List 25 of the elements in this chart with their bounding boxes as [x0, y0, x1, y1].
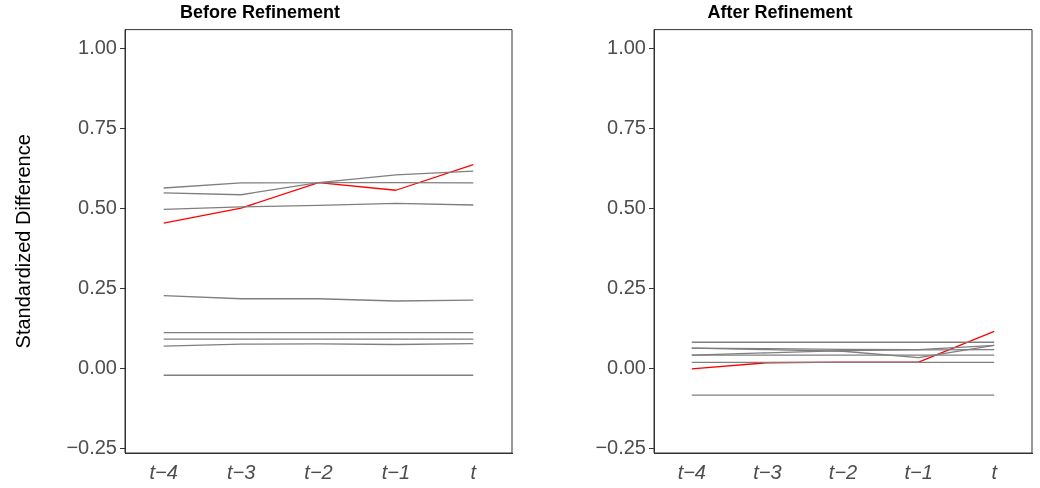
y-tick-label: 0.00: [78, 355, 117, 378]
y-tick-label: 0.50: [607, 195, 646, 218]
x-tick-label: t: [470, 460, 478, 483]
y-tick-label: −0.25: [66, 435, 117, 458]
y-tick-label: 0.25: [78, 275, 117, 298]
y-tick-label: 0.75: [607, 115, 646, 138]
x-tick-label: t−4: [149, 460, 178, 483]
x-tick-label: t−3: [226, 460, 256, 483]
y-tick-label: −0.25: [595, 435, 646, 458]
x-tick-label: t−2: [828, 460, 858, 483]
x-tick-label: t−1: [381, 460, 411, 483]
chart-title: Before Refinement: [179, 1, 341, 22]
chart-title: After Refinement: [707, 1, 853, 22]
x-tick-label: t−3: [753, 460, 782, 483]
y-tick-label: 0.75: [78, 115, 117, 138]
x-tick-label: t−4: [677, 460, 706, 483]
y-tick-label: 1.00: [78, 35, 117, 58]
x-tick-label: t−2: [304, 460, 333, 483]
y-tick-label: 1.00: [607, 35, 646, 58]
x-tick-label: t−1: [904, 460, 933, 483]
y-tick-label: 0.00: [607, 355, 646, 378]
y-axis-title: Standardized Difference: [11, 134, 34, 349]
y-tick-label: 0.50: [78, 195, 117, 218]
x-tick-label: t: [991, 460, 999, 483]
y-tick-label: 0.25: [607, 275, 646, 298]
